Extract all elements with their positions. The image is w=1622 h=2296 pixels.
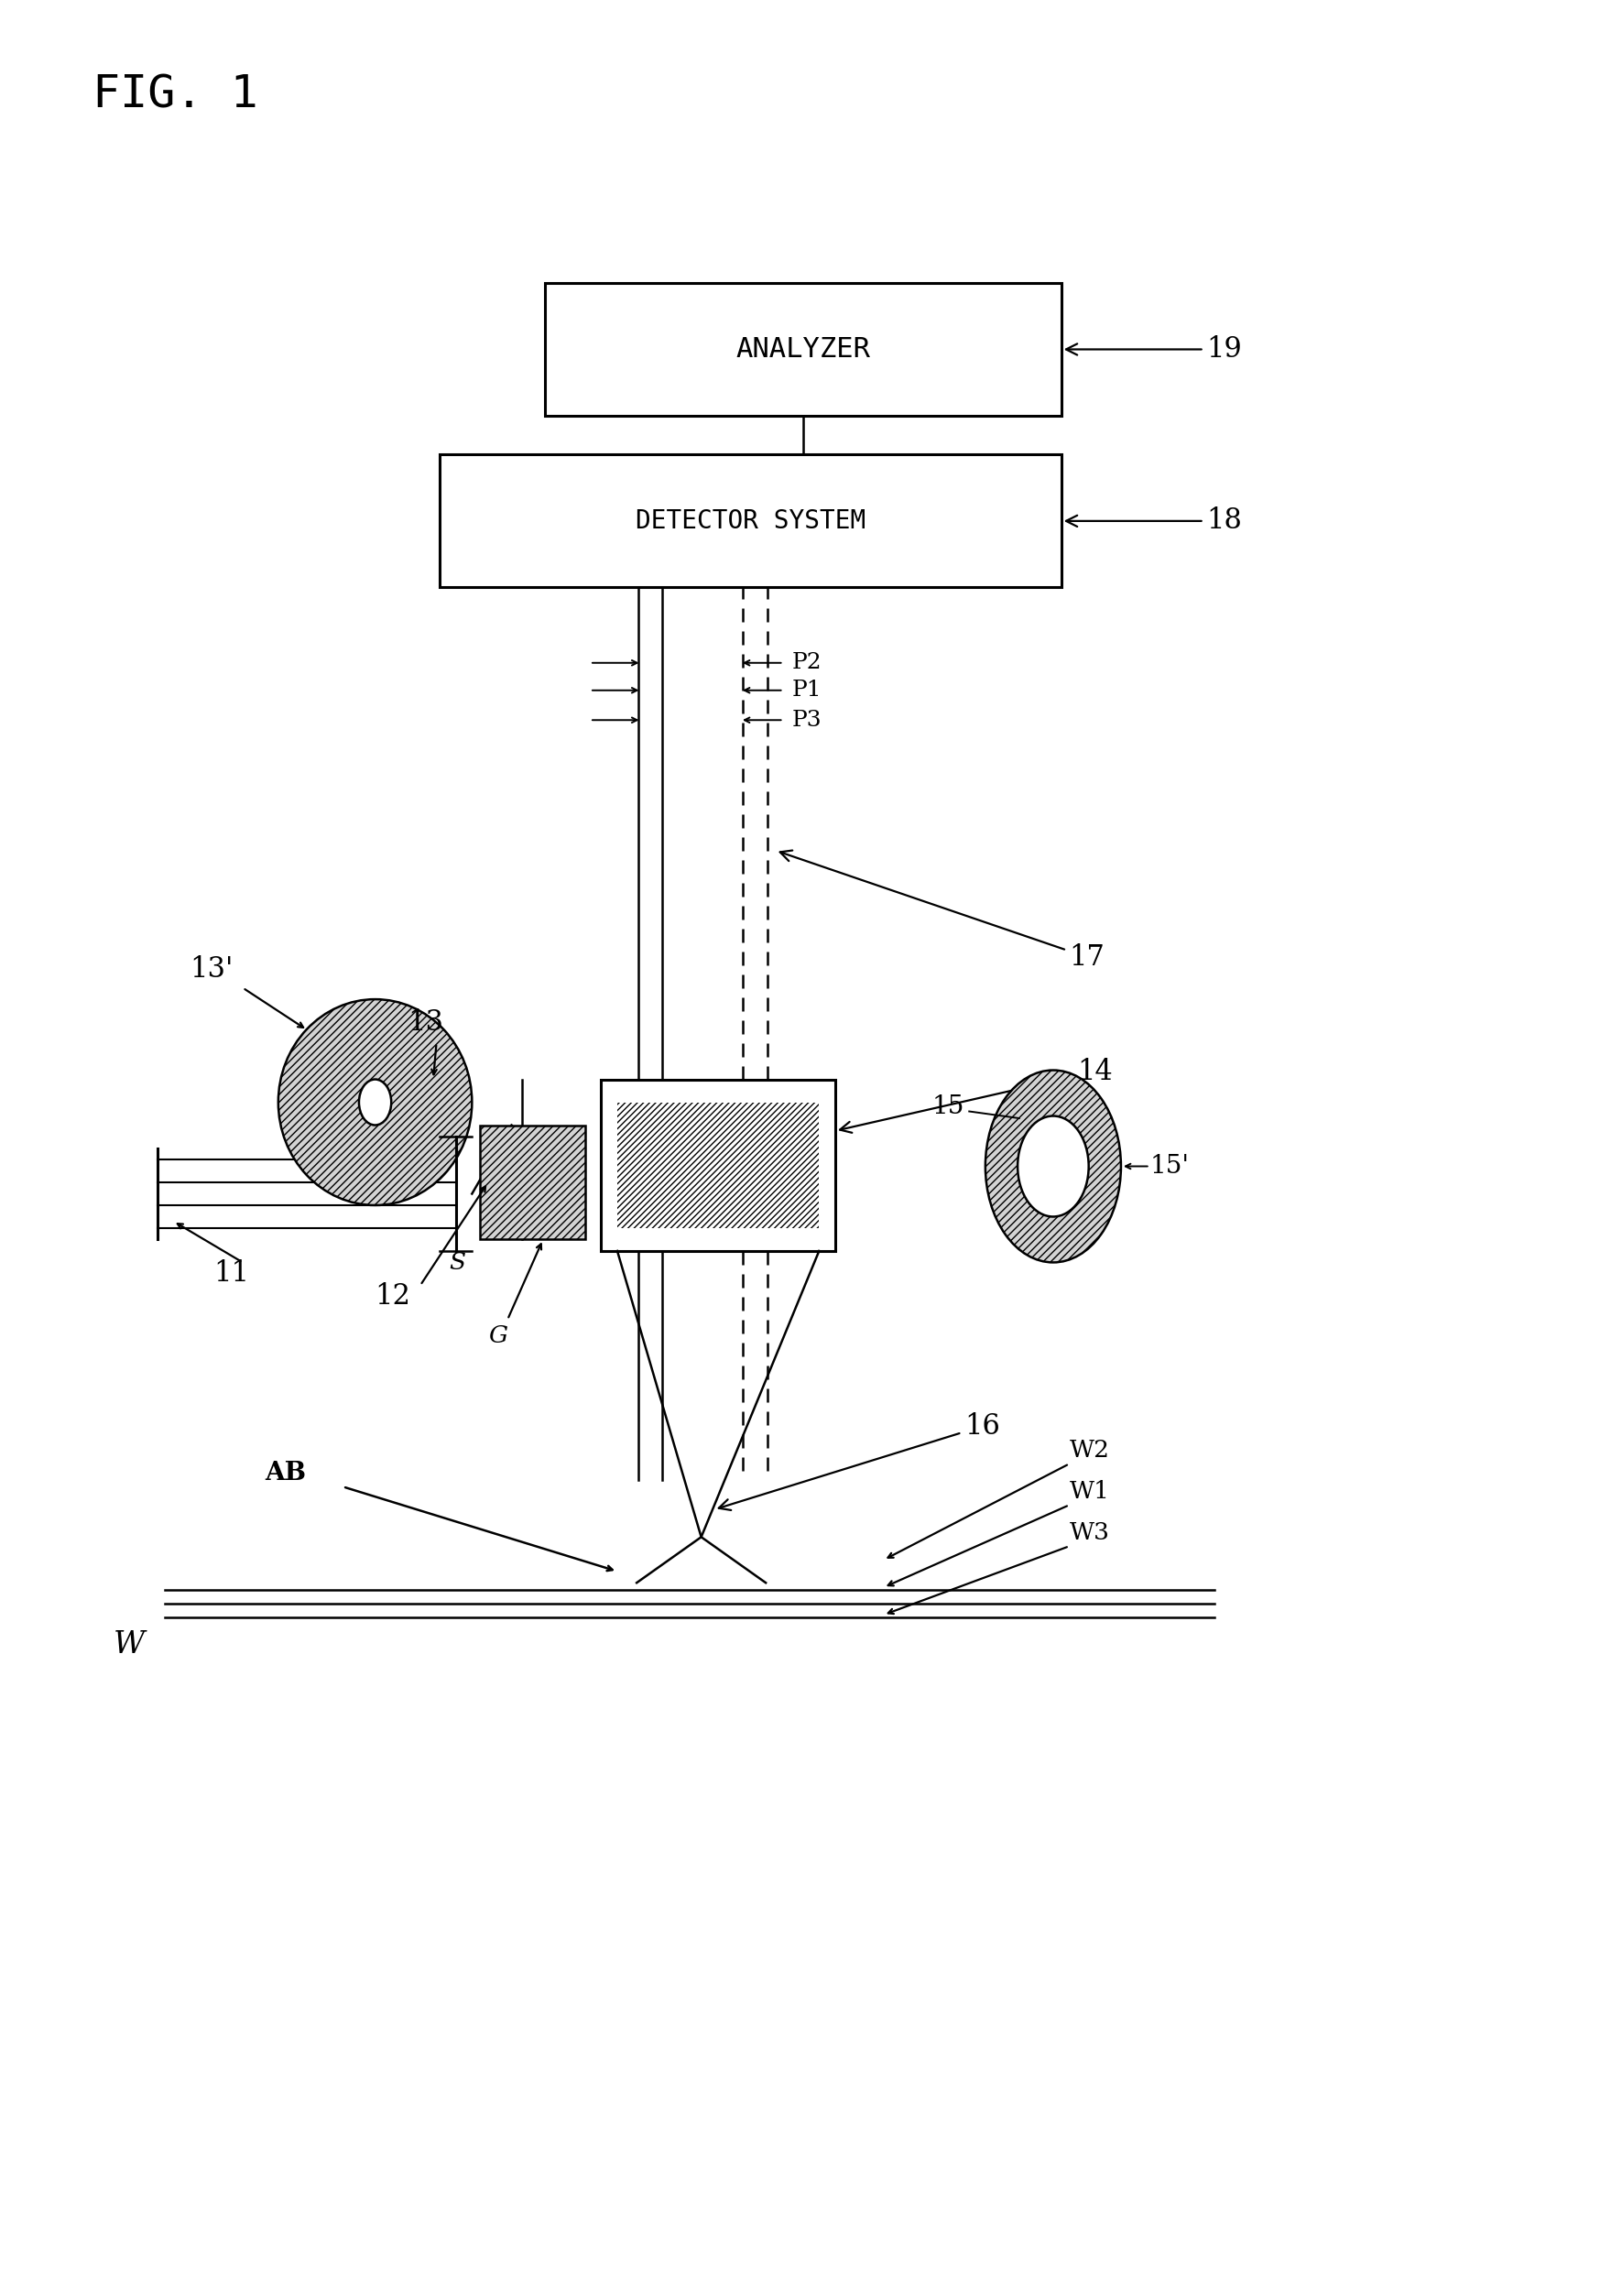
Text: G: G	[488, 1325, 508, 1348]
Text: W2: W2	[1069, 1440, 1109, 1463]
Text: 17: 17	[780, 850, 1105, 971]
Text: DETECTOR SYSTEM: DETECTOR SYSTEM	[636, 507, 866, 533]
Circle shape	[985, 1070, 1121, 1263]
Text: 13': 13'	[190, 955, 234, 983]
Circle shape	[1017, 1116, 1088, 1217]
Text: AB: AB	[266, 1460, 307, 1486]
Text: 15': 15'	[1150, 1155, 1189, 1178]
Text: S: S	[449, 1251, 466, 1274]
Ellipse shape	[279, 999, 472, 1205]
Bar	[440, 455, 1061, 588]
Text: 11: 11	[214, 1261, 250, 1288]
Bar	[545, 282, 1061, 416]
Text: ANALYZER: ANALYZER	[736, 335, 871, 363]
Text: 15: 15	[933, 1095, 965, 1118]
Text: 19: 19	[1066, 335, 1242, 363]
Text: W3: W3	[1069, 1520, 1109, 1543]
Bar	[480, 1125, 586, 1240]
Text: P3: P3	[792, 709, 821, 730]
Bar	[602, 1079, 835, 1251]
Text: 16: 16	[719, 1412, 1001, 1511]
Text: 14: 14	[840, 1058, 1113, 1132]
Text: W: W	[114, 1630, 144, 1660]
Bar	[618, 1102, 819, 1228]
Text: 12: 12	[375, 1283, 410, 1311]
Text: 13: 13	[407, 1008, 443, 1035]
Text: W1: W1	[1069, 1481, 1109, 1502]
Circle shape	[358, 1079, 391, 1125]
Text: P1: P1	[792, 680, 821, 700]
Text: P2: P2	[792, 652, 821, 673]
Text: FIG. 1: FIG. 1	[92, 73, 258, 117]
Text: 18: 18	[1066, 507, 1242, 535]
